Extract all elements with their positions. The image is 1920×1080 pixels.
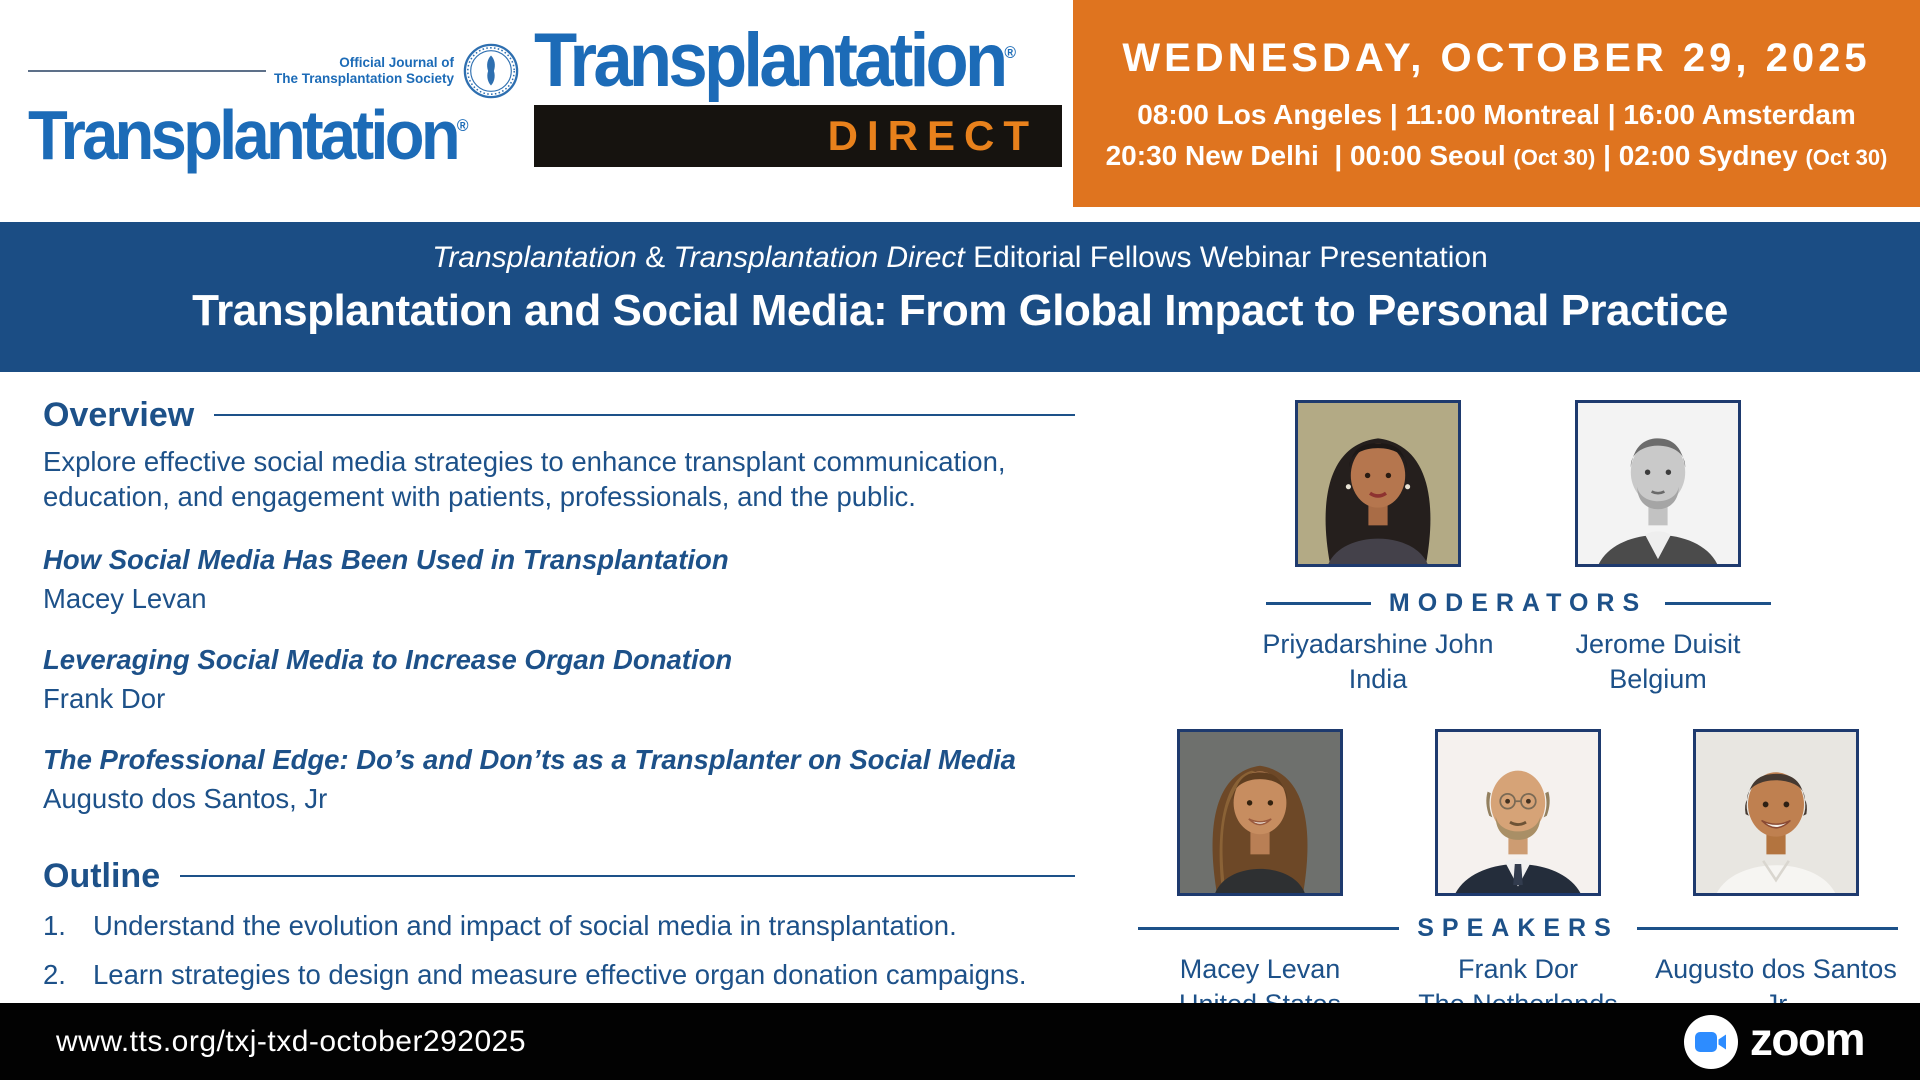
overview-heading-rule: [214, 414, 1075, 416]
outline-item-text: Understand the evolution and impact of s…: [93, 909, 957, 941]
registration-url[interactable]: www.tts.org/txj-txd-october292025: [56, 1024, 527, 1058]
overview-body: Explore effective social media strategie…: [43, 446, 1006, 513]
portrait-illustration: [1438, 732, 1598, 894]
portrait-illustration: [1578, 403, 1738, 564]
moderators-label: MODERATORS: [1388, 589, 1648, 617]
kicker-journal-2: Transplantation Direct: [673, 241, 965, 274]
session-item: Leveraging Social Media to Increase Orga…: [43, 644, 1075, 715]
moderators-names-row: Priyadarshine John India Jerome Duisit B…: [1131, 627, 1905, 697]
portrait-illustration: [1180, 732, 1340, 894]
wordmark-text: Transplantation: [28, 96, 461, 174]
times-part-small: (Oct 30): [1513, 144, 1596, 170]
outline-heading-rule: [180, 874, 1075, 877]
direct-label: DIRECT: [827, 111, 1038, 159]
portrait-illustration: [1298, 403, 1458, 564]
caption-line-right: [1665, 602, 1771, 605]
speakers-caption: SPEAKERS: [1138, 914, 1899, 943]
transplantation-journal-logo: Official Journal of The Transplantation …: [28, 42, 520, 171]
times-part: 20:30 New Delhi | 00:00 Seoul: [1105, 139, 1514, 171]
times-line-2: 20:30 New Delhi | 00:00 Seoul (Oct 30) |…: [1106, 140, 1888, 172]
video-camera-icon: [1694, 1031, 1726, 1052]
session-title: How Social Media Has Been Used in Transp…: [43, 543, 729, 575]
outline-item: 2. Learn strategies to design and measur…: [43, 958, 1075, 991]
outline-section-header: Outline: [43, 859, 1075, 893]
portrait-macey-levan: [1177, 729, 1343, 897]
webinar-series-kicker: Transplantation & Transplantation Direct…: [0, 241, 1920, 275]
kicker-separator: &: [636, 241, 674, 274]
person-name: Macey Levan: [1179, 954, 1341, 985]
portrait-frank-dor: [1435, 729, 1601, 897]
portrait-augusto-dos-santos: [1693, 729, 1859, 897]
registered-mark: ®: [1004, 43, 1017, 62]
footer-bar: www.tts.org/txj-txd-october292025 zoom: [0, 1003, 1920, 1080]
registered-mark: ®: [456, 116, 469, 135]
official-journal-line2: The Transplantation Society: [273, 71, 454, 86]
speaker-cell: [1647, 729, 1905, 897]
portrait-priyadarshine-john: [1295, 400, 1461, 567]
speakers-photo-row: [1131, 729, 1905, 897]
overview-heading: Overview: [43, 396, 195, 434]
person-country: India: [1348, 664, 1408, 695]
session-item: The Professional Edge: Do’s and Don’ts a…: [43, 744, 1075, 815]
outline-item-text: Learn strategies to design and measure e…: [93, 958, 1027, 990]
session-speaker: Augusto dos Santos, Jr: [43, 782, 328, 814]
transplantation-direct-logo: Transplantation® DIRECT: [534, 22, 1062, 167]
speakers-label: SPEAKERS: [1417, 914, 1619, 943]
transplantation-wordmark: Transplantation®: [28, 99, 486, 171]
kicker-rest: Editorial Fellows Webinar Presentation: [964, 241, 1488, 274]
moderators-block: MODERATORS Priyadarshine John India Jero…: [1131, 400, 1905, 697]
session-item: How Social Media Has Been Used in Transp…: [43, 544, 1075, 615]
official-journal-text: Official Journal of The Transplantation …: [274, 55, 454, 88]
wordmark-text: Transplantation: [534, 18, 1008, 103]
times-part-small: (Oct 30): [1805, 144, 1888, 170]
speaker-cell: [1389, 729, 1647, 897]
moderators-caption: MODERATORS: [1265, 589, 1771, 618]
outline-item-number: 2.: [43, 958, 66, 990]
outline-item-number: 1.: [43, 909, 66, 941]
speaker-cell: [1131, 729, 1389, 897]
times-part: | 02:00 Sydney: [1595, 139, 1806, 171]
moderator-cell: [1518, 400, 1798, 567]
transplantation-direct-wordmark: Transplantation®: [534, 22, 1025, 100]
date-time-box: WEDNESDAY, OCTOBER 29, 2025 08:00 Los An…: [1073, 0, 1920, 207]
caption-line-left: [1138, 927, 1400, 931]
webinar-title: Transplantation and Social Media: From G…: [192, 286, 1728, 335]
transplantation-society-seal-icon: [463, 43, 519, 99]
session-title: Leveraging Social Media to Increase Orga…: [43, 643, 733, 675]
moderator-name-cell: Priyadarshine John India: [1238, 627, 1518, 697]
person-country: Belgium: [1609, 664, 1707, 695]
outline-heading: Outline: [43, 856, 161, 895]
caption-line-left: [1265, 602, 1371, 605]
people-panel: MODERATORS Priyadarshine John India Jero…: [1131, 400, 1905, 1057]
session-title: The Professional Edge: Do’s and Don’ts a…: [43, 743, 1016, 775]
overview-section-header: Overview: [43, 398, 1075, 432]
content-left-column: Overview Explore effective social media …: [43, 398, 1075, 1040]
moderator-name-cell: Jerome Duisit Belgium: [1518, 627, 1798, 697]
outline-item: 1. Understand the evolution and impact o…: [43, 909, 1075, 942]
session-speaker: Frank Dor: [43, 682, 166, 714]
times-line-1: 08:00 Los Angeles | 11:00 Montreal | 16:…: [1137, 98, 1856, 130]
zoom-circle: [1683, 1014, 1738, 1069]
person-name: Jerome Duisit: [1575, 629, 1741, 659]
zoom-wordmark: zoom: [1749, 1012, 1866, 1065]
webinar-date: WEDNESDAY, OCTOBER 29, 2025: [1122, 35, 1871, 80]
logo-rule: [28, 70, 266, 72]
moderators-photo-row: [1131, 400, 1905, 567]
portrait-illustration: [1696, 732, 1856, 894]
title-banner: Transplantation & Transplantation Direct…: [0, 222, 1920, 372]
portrait-jerome-duisit: [1575, 400, 1741, 567]
person-name: Frank Dor: [1457, 954, 1579, 985]
kicker-journal-1: Transplantation: [432, 241, 637, 274]
direct-black-bar: DIRECT: [534, 104, 1062, 167]
caption-line-right: [1636, 927, 1899, 931]
official-journal-line1: Official Journal of: [339, 54, 454, 70]
zoom-logo: zoom: [1683, 1012, 1866, 1069]
session-speaker: Macey Levan: [43, 582, 207, 614]
person-name: Priyadarshine John: [1262, 629, 1494, 659]
moderator-cell: [1238, 400, 1518, 567]
